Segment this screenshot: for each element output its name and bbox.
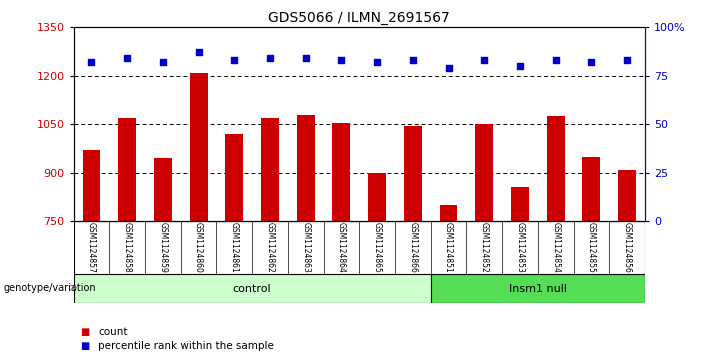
Text: genotype/variation: genotype/variation	[4, 283, 96, 293]
Text: GSM1124852: GSM1124852	[479, 223, 489, 273]
Text: GSM1124861: GSM1124861	[230, 223, 239, 273]
Text: GSM1124866: GSM1124866	[408, 222, 417, 273]
Text: GSM1124853: GSM1124853	[515, 222, 524, 273]
Point	[407, 57, 418, 63]
Point	[300, 56, 311, 61]
Bar	[404, 126, 422, 221]
Bar	[430, 274, 645, 303]
Text: GSM1124857: GSM1124857	[87, 222, 96, 273]
Bar	[368, 173, 386, 221]
Bar	[118, 118, 136, 221]
Point	[443, 65, 454, 71]
Title: GDS5066 / ILMN_2691567: GDS5066 / ILMN_2691567	[268, 11, 450, 25]
Text: control: control	[233, 284, 271, 294]
Bar	[440, 205, 458, 221]
Bar	[297, 115, 315, 221]
Point	[193, 50, 204, 56]
Bar	[74, 274, 430, 303]
Text: percentile rank within the sample: percentile rank within the sample	[98, 340, 274, 351]
Text: GSM1124851: GSM1124851	[444, 223, 453, 273]
Point	[372, 59, 383, 65]
Text: ■: ■	[81, 327, 90, 337]
Text: GSM1124863: GSM1124863	[301, 222, 311, 273]
Bar	[154, 158, 172, 221]
Point	[229, 57, 240, 63]
Point	[622, 57, 633, 63]
Bar	[583, 157, 600, 221]
Text: GSM1124865: GSM1124865	[373, 222, 381, 273]
Text: ■: ■	[81, 340, 90, 351]
Point	[550, 57, 562, 63]
Point	[336, 57, 347, 63]
Text: GSM1124855: GSM1124855	[587, 222, 596, 273]
Bar	[83, 150, 100, 221]
Text: >: >	[69, 283, 78, 293]
Point	[264, 56, 275, 61]
Text: GSM1124860: GSM1124860	[194, 222, 203, 273]
Bar	[618, 170, 636, 221]
Text: GSM1124854: GSM1124854	[551, 222, 560, 273]
Text: GSM1124858: GSM1124858	[123, 223, 132, 273]
Text: Insm1 null: Insm1 null	[509, 284, 567, 294]
Text: GSM1124859: GSM1124859	[158, 222, 168, 273]
Text: GSM1124864: GSM1124864	[337, 222, 346, 273]
Text: n: n	[81, 326, 90, 339]
Bar	[475, 124, 494, 221]
Point	[86, 59, 97, 65]
Bar	[225, 134, 243, 221]
Text: count: count	[98, 327, 128, 337]
Text: GSM1124856: GSM1124856	[622, 222, 632, 273]
Point	[479, 57, 490, 63]
Bar	[190, 73, 207, 221]
Bar	[511, 187, 529, 221]
Bar	[261, 118, 279, 221]
Point	[121, 56, 132, 61]
Point	[515, 63, 526, 69]
Point	[157, 59, 168, 65]
Bar	[547, 116, 564, 221]
Point	[586, 59, 597, 65]
Bar	[332, 123, 350, 221]
Text: GSM1124862: GSM1124862	[266, 223, 275, 273]
